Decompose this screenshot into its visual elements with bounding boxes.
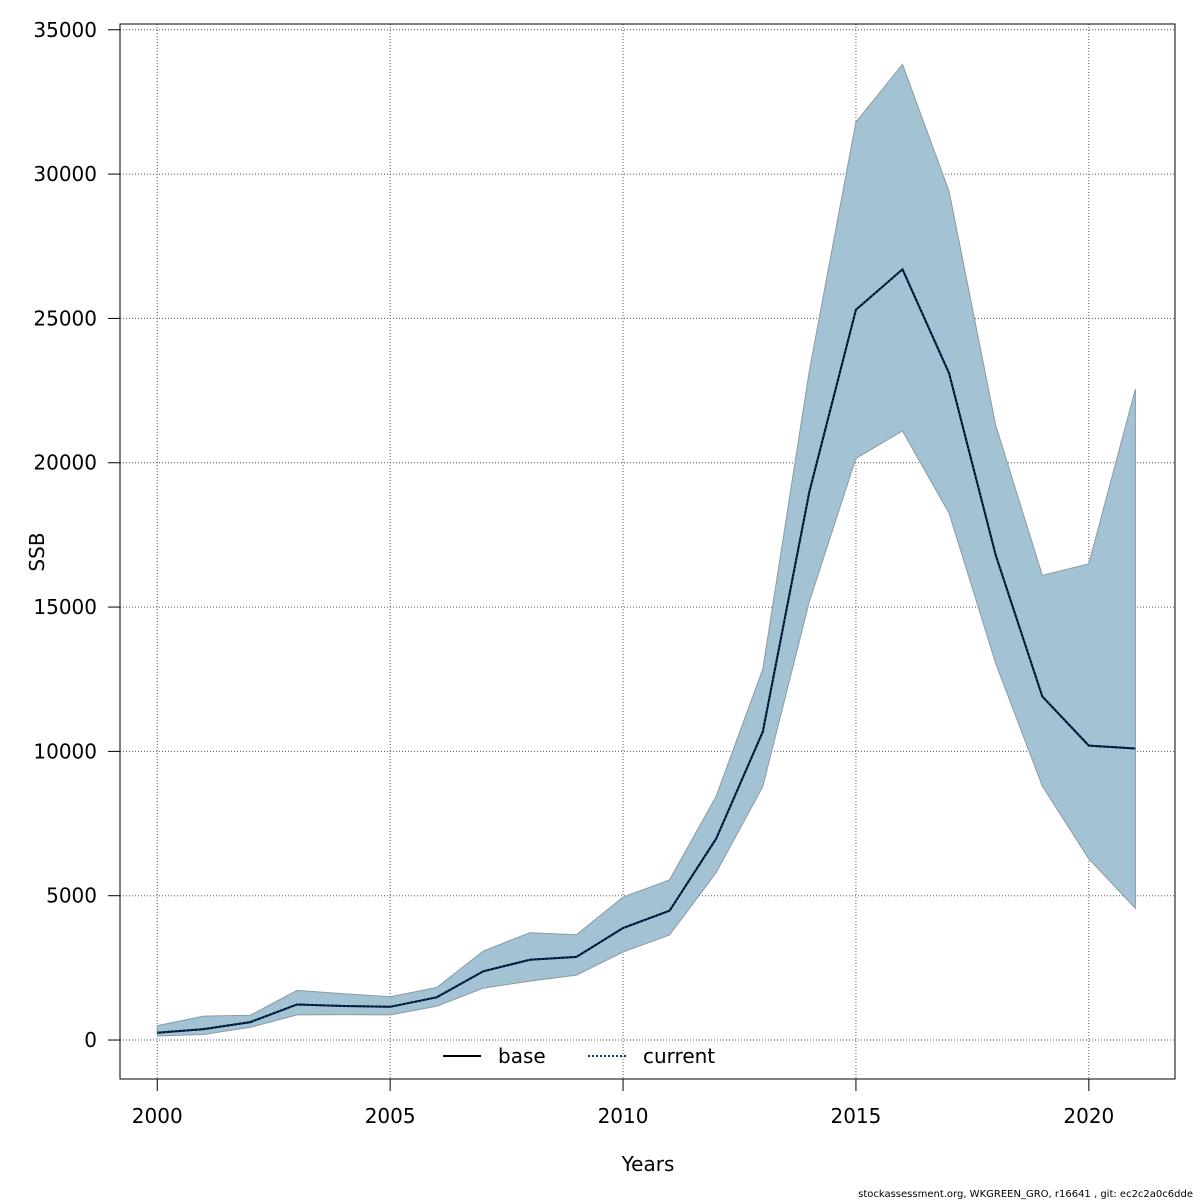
legend: base current [443,1044,715,1068]
y-axis: 0 5000 10000 15000 20000 25000 30000 35000 [33,18,121,1052]
x-tick-label-2000: 2000 [132,1104,183,1128]
series-line-current [157,267,1136,1034]
confidence-band-area [156,63,1136,1037]
x-axis-title: Years [621,1152,675,1176]
x-tick-label-2020: 2020 [1063,1104,1114,1128]
y-tick-label-15000: 15000 [33,595,97,619]
y-axis-title: SSB [25,532,49,571]
y-tick-label-10000: 10000 [33,739,97,763]
y-tick-label-20000: 20000 [33,451,97,475]
y-tick-label-0: 0 [84,1028,97,1052]
y-tick-label-25000: 25000 [33,306,97,330]
confidence-band [156,63,1136,1037]
legend-label-current: current [643,1044,715,1068]
series-lines [157,267,1136,1034]
footnote: stockassessment.org, WKGREEN_GRO, r16641… [858,1189,1193,1200]
y-tick-label-30000: 30000 [33,162,97,186]
x-tick-label-2010: 2010 [598,1104,649,1128]
y-tick-label-5000: 5000 [46,884,97,908]
x-tick-label-2015: 2015 [830,1104,881,1128]
y-tick-label-35000: 35000 [33,18,97,42]
x-axis: 2000 2005 2010 2015 2020 [132,1078,1114,1128]
x-tick-label-2005: 2005 [365,1104,416,1128]
legend-label-base: base [498,1044,546,1068]
